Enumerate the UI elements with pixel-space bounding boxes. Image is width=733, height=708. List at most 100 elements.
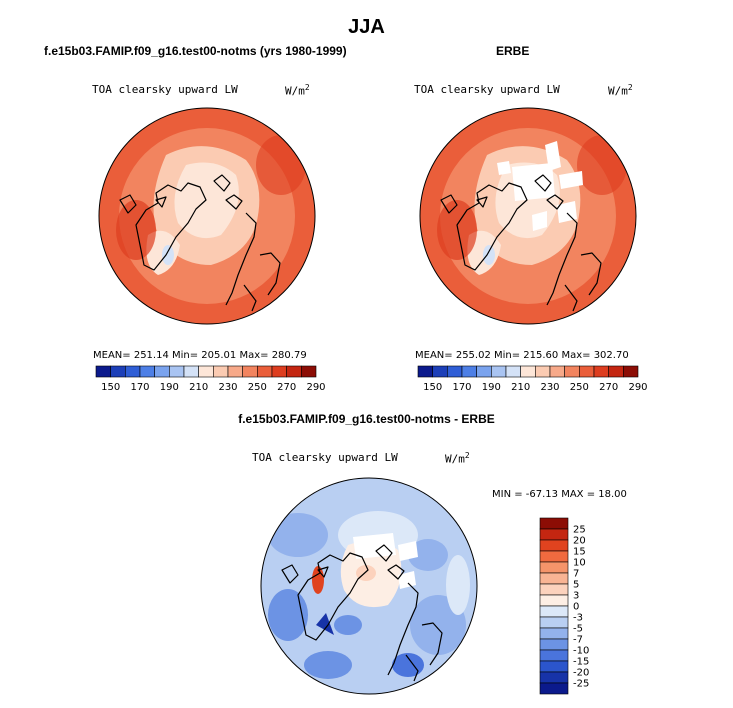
panel-3-map-coastline xyxy=(297,552,369,641)
panel-1-colorbar-swatch xyxy=(198,365,214,378)
panel-3-colorbar-tick-label: 10 xyxy=(573,558,586,569)
panel-2-map-field-warm-right xyxy=(577,135,627,195)
panel-1-units: W/m2 xyxy=(285,83,310,98)
panel-1-colorbar-tick-label: 230 xyxy=(218,382,237,393)
panel-1-colorbar-tick-label: 190 xyxy=(160,382,179,393)
panel-1-colorbar-swatch xyxy=(242,365,258,378)
panel-3-colorbar-tick-label: 7 xyxy=(573,569,579,580)
panel-3-map-field-region xyxy=(446,555,470,615)
panel-2-colorbar-tick-label: 190 xyxy=(482,382,501,393)
panel-2-colorbar-swatch xyxy=(417,365,433,378)
panel-3-map-coastline xyxy=(421,622,443,666)
panel-3-colorbar-swatch xyxy=(539,682,569,695)
panel-3-map-coastline xyxy=(387,564,405,580)
panel-2-map-coastline xyxy=(456,182,528,271)
panel-2-colorbar: 150 170 190 210 230 250 270 290 xyxy=(417,365,648,393)
panel-3-colorbar-tick-label: -15 xyxy=(573,657,589,668)
panel-3-map-missing-data xyxy=(398,541,418,561)
panel-3-stats: MIN = -67.13 MAX = 18.00 xyxy=(492,489,627,500)
panel-1-colorbar-swatch xyxy=(110,365,126,378)
panel-2-colorbar-swatch xyxy=(505,365,521,378)
panel-1-colorbar-tick-label: 210 xyxy=(189,382,208,393)
panel-1-colorbar-tick-label: 250 xyxy=(248,382,267,393)
panel-1-map-field-warm-left xyxy=(116,200,156,260)
panel-2-colorbar-swatch xyxy=(476,365,492,378)
panel-1-map-coastline xyxy=(243,284,257,312)
panel-1-colorbar-tick-label: 270 xyxy=(277,382,296,393)
panel-2-variable-label: TOA clearsky upward LW xyxy=(414,83,560,96)
panel-1-colorbar-tick-label: 150 xyxy=(101,382,120,393)
panel-3-colorbar-swatch xyxy=(539,561,569,574)
panel-1-colorbar-swatch xyxy=(257,365,273,378)
panel-3-map-coastline xyxy=(317,566,329,578)
panel-3-variable-label: TOA clearsky upward LW xyxy=(252,451,398,464)
panel-1-polar-map xyxy=(98,107,316,325)
panel-1-map-coastline xyxy=(155,196,167,208)
panel-3-colorbar-tick-label: 25 xyxy=(573,525,586,536)
panel-3-colorbar-tick-label: -3 xyxy=(573,613,583,624)
panel-3-colorbar-swatch xyxy=(539,550,569,563)
panel-1-map-field-warm-right xyxy=(256,135,306,195)
panel-3-map-field-region xyxy=(408,539,448,571)
panel-3-colorbar-swatch xyxy=(539,594,569,607)
panel-3-map-missing-data xyxy=(353,533,396,559)
panel-1-map-coastline xyxy=(225,212,257,306)
panel-2-colorbar-swatch xyxy=(520,365,536,378)
panel-2-colorbar-tick-label: 210 xyxy=(511,382,530,393)
panel-2-map-coastline xyxy=(476,196,488,208)
panel-1-map-coastline xyxy=(119,194,137,214)
panel-3-map-field-region xyxy=(268,589,308,641)
figure-title: JJA xyxy=(348,16,385,38)
panel-2-map-coastline xyxy=(440,194,458,214)
panel-2-title: ERBE xyxy=(496,44,530,58)
panel-1-colorbar-tick-label: 290 xyxy=(306,382,325,393)
panel-3-map-coastline xyxy=(375,544,393,562)
panel-3-colorbar-tick-label: 3 xyxy=(573,591,579,602)
panel-3-colorbar-swatch xyxy=(539,528,569,541)
panel-3-units: W/m2 xyxy=(445,451,470,466)
panel-3-colorbar-swatch xyxy=(539,605,569,618)
panel-3-colorbar-swatch xyxy=(539,638,569,651)
panel-2-map-coastline xyxy=(564,284,578,312)
panel-2-colorbar-tick-label: 230 xyxy=(540,382,559,393)
panel-2-map-coastline xyxy=(534,174,552,192)
panel-2-map-missing-data xyxy=(512,163,555,201)
panel-3-colorbar-tick-label: 20 xyxy=(573,536,586,547)
panel-3-colorbar-swatch xyxy=(539,539,569,552)
panel-3-colorbar-swatch xyxy=(539,649,569,662)
panel-1-colorbar-swatch xyxy=(227,365,243,378)
panel-3-map-boundary xyxy=(260,477,478,695)
panel-1-variable-label: TOA clearsky upward LW xyxy=(92,83,238,96)
panel-1-colorbar-swatch xyxy=(286,365,302,378)
panel-2-map-field-warm-left xyxy=(437,200,477,260)
panel-2-map-boundary xyxy=(419,107,637,325)
panel-2-map-coastline xyxy=(580,252,602,296)
panel-2-colorbar-swatch xyxy=(491,365,507,378)
panel-2-map-field-greenland-cold xyxy=(483,245,495,265)
panel-2-colorbar-tick-label: 290 xyxy=(628,382,647,393)
panel-1-map-coastline xyxy=(259,252,281,296)
panel-1-map-field-greenland-cold xyxy=(162,245,174,265)
panel-3-colorbar-tick-label: 5 xyxy=(573,580,579,591)
panel-3-colorbar-swatch xyxy=(539,583,569,596)
panel-2-colorbar-swatch xyxy=(564,365,580,378)
panel-2-colorbar-tick-label: 170 xyxy=(452,382,471,393)
panel-3-map-field-region xyxy=(392,653,424,677)
panel-1-colorbar-swatch xyxy=(271,365,287,378)
panel-1-colorbar-swatch xyxy=(95,365,111,378)
panel-1-map-coastline xyxy=(213,174,231,192)
panel-3-colorbar-tick-label: -10 xyxy=(573,646,589,657)
panel-2-map-missing-data xyxy=(559,171,583,189)
panel-3-colorbar-tick-label: 0 xyxy=(573,602,579,613)
panel-2-map-coastline xyxy=(546,194,564,210)
panel-2-units: W/m2 xyxy=(608,83,633,98)
panel-3-map-field-negative-strong xyxy=(316,613,334,635)
panel-2-map-missing-data xyxy=(497,161,511,175)
panel-3-map-coastline xyxy=(405,654,419,682)
panel-2-colorbar-swatch xyxy=(549,365,565,378)
panel-3-colorbar-tick-label: -7 xyxy=(573,635,583,646)
panel-3-map-field-region xyxy=(268,513,328,557)
panel-3-polar-map xyxy=(260,477,478,695)
panel-3-map-field-region xyxy=(304,651,352,679)
